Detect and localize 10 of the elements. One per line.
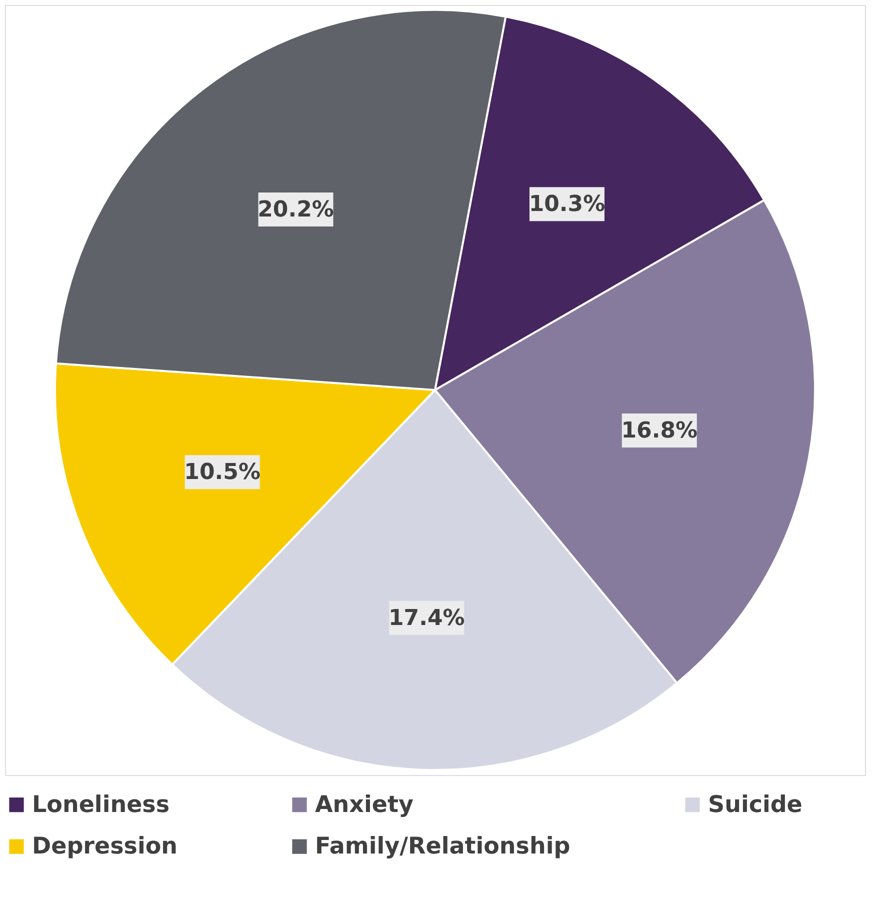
legend-label: Depression <box>32 834 178 860</box>
data-label: 16.8% <box>621 418 698 444</box>
legend-label: Family/Relationship <box>315 834 570 860</box>
legend-label: Loneliness <box>32 792 170 818</box>
data-label: 10.5% <box>184 460 260 486</box>
legend-label: Anxiety <box>315 792 414 818</box>
data-label: 17.4% <box>388 606 465 631</box>
legend-label: Suicide <box>708 792 802 818</box>
data-label: 10.3% <box>528 192 606 218</box>
data-label: 20.2% <box>258 197 334 222</box>
